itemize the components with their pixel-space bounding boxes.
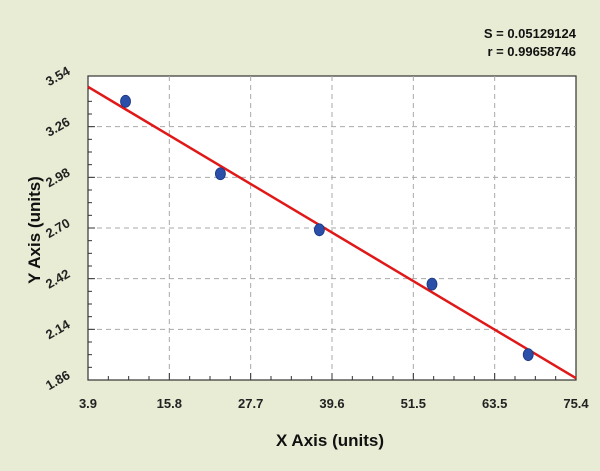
x-tick-label: 15.8 <box>157 396 182 411</box>
x-tick-label: 75.4 <box>563 396 589 411</box>
stat-r-value: r = 0.99658746 <box>487 44 576 59</box>
data-point <box>313 223 325 237</box>
x-tick-label: 63.5 <box>482 396 507 411</box>
regression-line <box>87 85 577 380</box>
data-point <box>120 94 131 108</box>
x-tick-label: 27.7 <box>238 396 263 411</box>
x-tick-label: 51.5 <box>401 396 426 411</box>
x-tick-label: 39.6 <box>319 396 344 411</box>
y-axis-label: Y Axis (units) <box>25 176 44 284</box>
data-point <box>426 277 438 291</box>
x-tick-label: 3.9 <box>79 396 97 411</box>
axis-ticks <box>87 75 577 381</box>
data-point <box>215 167 226 181</box>
stat-s-value: S = 0.05129124 <box>484 26 577 41</box>
regression-line-group <box>87 85 577 380</box>
data-point <box>522 348 534 362</box>
data-points <box>120 94 534 362</box>
x-axis-label: X Axis (units) <box>276 431 384 450</box>
x-tick-labels: 3.9 15.8 27.7 39.6 51.5 63.5 75.4 <box>79 396 589 411</box>
